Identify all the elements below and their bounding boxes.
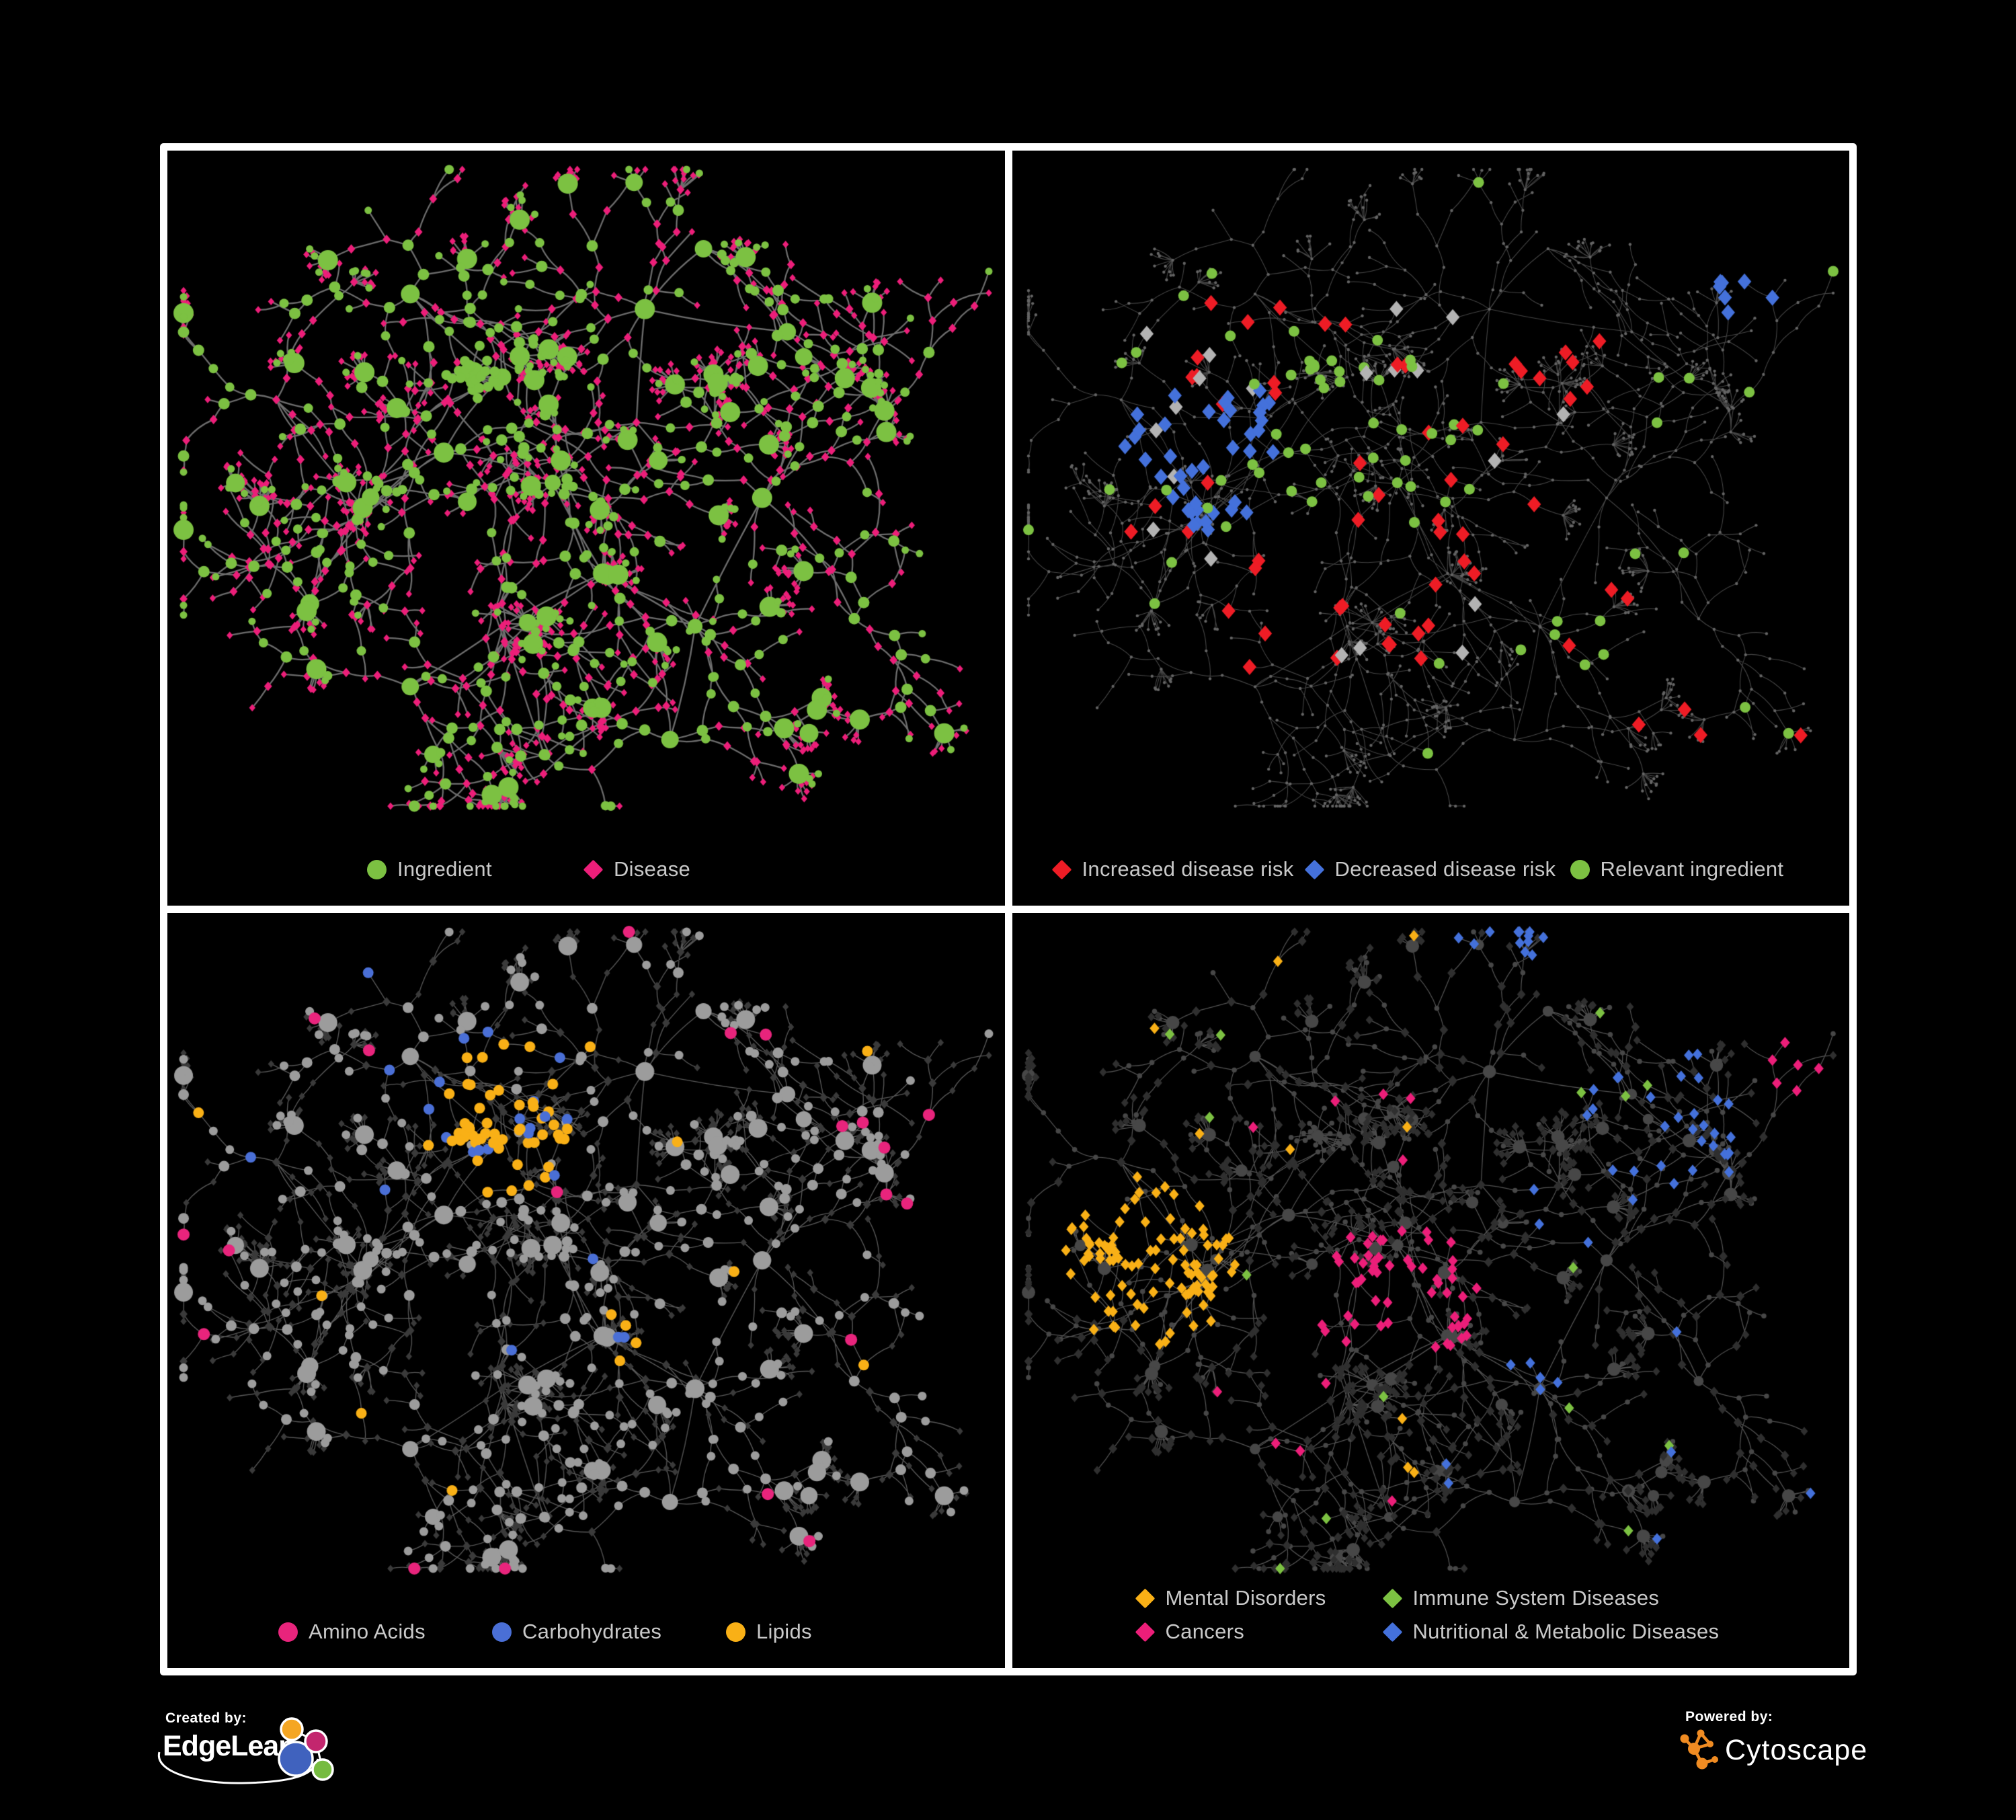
panel-ingredient-disease-network: Ingredient Disease	[167, 151, 1005, 906]
cytoscape-logo-icon	[1680, 1729, 1718, 1770]
disease-risk-network-canvas	[1012, 151, 1849, 906]
disease-category-network-canvas	[1012, 913, 1849, 1668]
edgeleap-node-green	[311, 1758, 334, 1781]
figure-grid: Ingredient Disease Increased disease risk…	[160, 143, 1857, 1675]
nutrient-class-network-canvas	[167, 913, 1005, 1668]
edgeleap-brand: EdgeLeap	[163, 1730, 296, 1762]
edgeleap-node-magenta	[304, 1729, 328, 1753]
ingredient-disease-network-canvas	[167, 151, 1005, 906]
panel-disease-category-network: Mental Disorders Immune System Diseases Ca…	[1012, 913, 1849, 1668]
panel-nutrient-class-network: Amino Acids Carbohydrates Lipids	[167, 913, 1005, 1668]
panel-disease-risk-network: Increased disease risk Decreased disease …	[1012, 151, 1849, 906]
created-by-label: Created by:	[165, 1710, 247, 1726]
powered-by-label: Powered by:	[1685, 1709, 1773, 1725]
powered-by-block: Powered by: Cytoscape	[1678, 1709, 1867, 1772]
created-by-block: Created by: EdgeLeap	[157, 1710, 334, 1784]
cytoscape-brand: Cytoscape	[1725, 1733, 1868, 1766]
